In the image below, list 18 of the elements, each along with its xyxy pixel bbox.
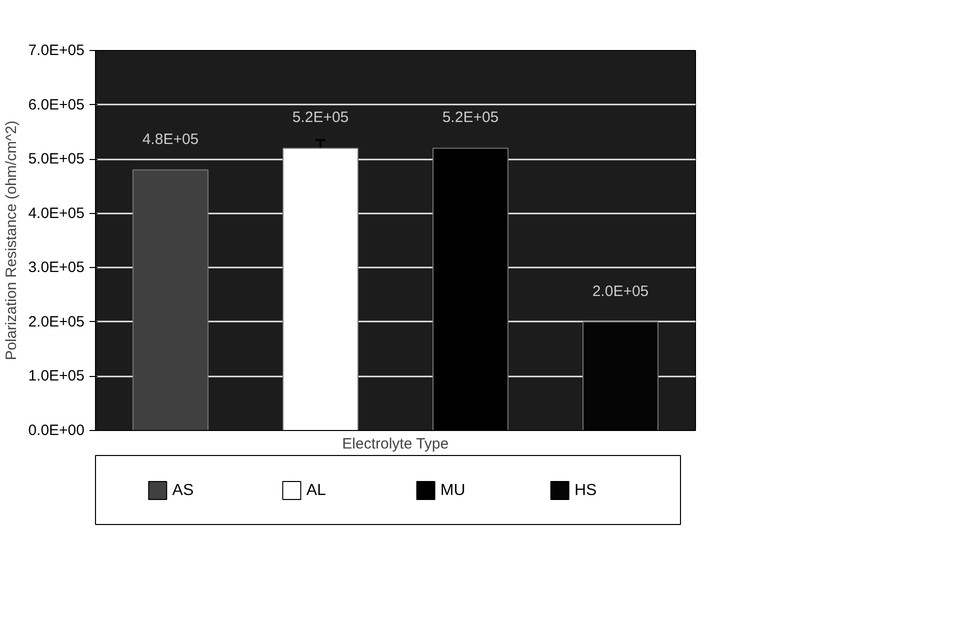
data-label: 2.0E+05 <box>592 282 649 300</box>
data-label: 4.8E+05 <box>142 130 199 148</box>
y-tick-label: 6.0E+05 <box>28 96 85 114</box>
y-tick-label: 7.0E+05 <box>28 42 85 59</box>
legend-label: AL <box>306 482 326 499</box>
y-tick-label: 4.0E+05 <box>28 204 85 222</box>
data-label: 5.2E+05 <box>442 109 499 126</box>
y-tick-label: 5.0E+05 <box>28 150 85 168</box>
y-axis-title: Polarization Resistance (ohm/cm^2) <box>3 120 20 360</box>
y-tick-label: 3.0E+05 <box>28 259 85 276</box>
y-tick-label: 2.0E+05 <box>28 313 85 330</box>
y-tick-label: 0.0E+00 <box>28 422 85 439</box>
legend-label: HS <box>574 482 597 499</box>
legend-label: AS <box>172 482 194 499</box>
legend-label: MU <box>440 482 466 499</box>
x-axis-title: Electrolyte Type <box>342 436 449 452</box>
y-tick-label: 1.0E+05 <box>28 368 85 385</box>
data-label: 5.2E+05 <box>292 109 349 126</box>
